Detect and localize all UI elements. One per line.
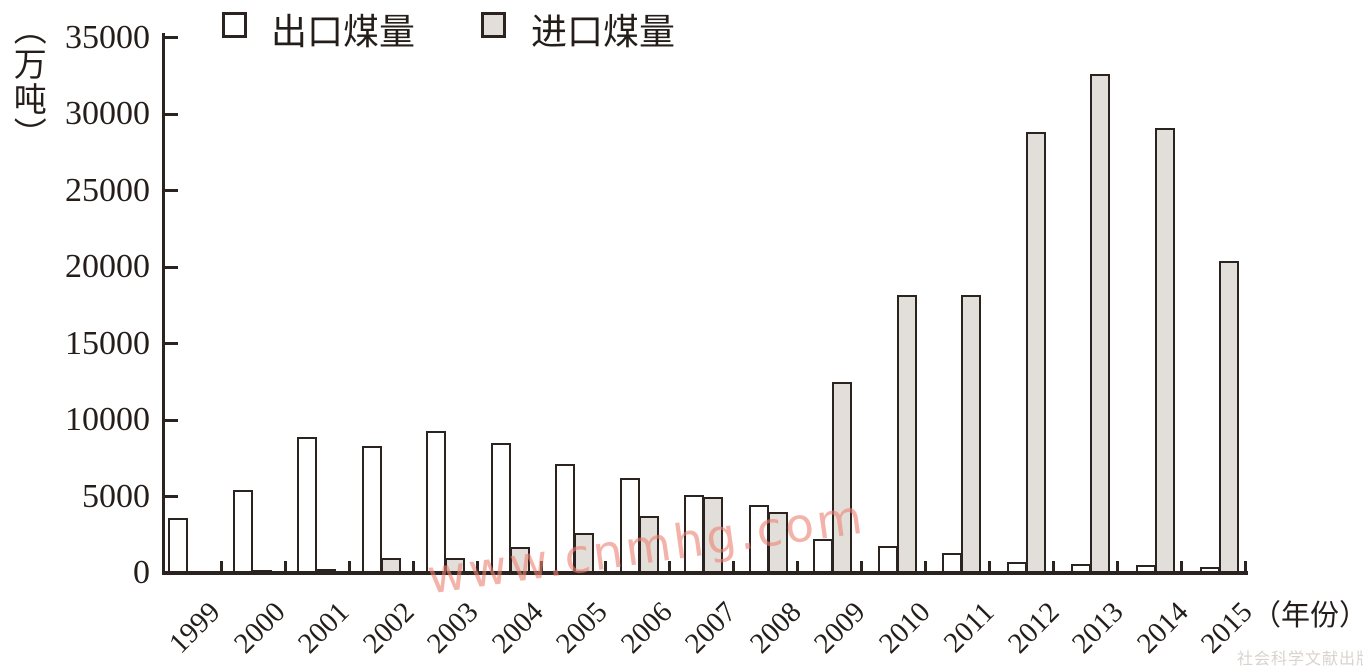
x-tick — [859, 561, 863, 571]
x-tick-label-2011: 2011 — [937, 596, 1001, 659]
y-tick-label: 25000 — [65, 171, 150, 209]
y-tick — [165, 112, 178, 116]
y-tick — [165, 418, 178, 422]
x-tick-label-2009: 2009 — [807, 596, 872, 660]
x-tick — [539, 561, 543, 571]
y-tick-label: 0 — [133, 554, 150, 591]
x-axis-unit-label: （年份） — [1252, 600, 1363, 632]
bar-export-2011 — [942, 553, 962, 573]
bar-import-2013 — [1090, 74, 1110, 573]
bar-export-2014 — [1135, 564, 1156, 573]
bar-export-1999 — [168, 517, 188, 573]
x-tick — [795, 561, 799, 571]
legend-label-export: 出口煤量 — [271, 12, 416, 52]
legend-swatch-export — [222, 12, 247, 38]
bar-import-2015 — [1219, 260, 1239, 573]
y-tick — [165, 36, 178, 39]
bar-import-2003 — [445, 557, 465, 573]
x-tick-label-2008: 2008 — [743, 596, 808, 660]
bar-import-2000 — [251, 569, 272, 574]
x-tick-label-1999: 1999 — [162, 596, 227, 660]
x-tick-label-2001: 2001 — [291, 596, 356, 660]
bar-export-2005 — [555, 464, 575, 573]
y-tick-label: 20000 — [65, 248, 150, 285]
bar-import-2011 — [961, 294, 981, 573]
y-tick — [165, 189, 178, 192]
y-axis-unit-label: （万吨） — [8, 12, 45, 152]
bar-import-2010 — [896, 294, 917, 573]
x-tick — [283, 561, 287, 571]
bar-export-2012 — [1006, 562, 1027, 573]
x-tick-label-2006: 2006 — [614, 596, 679, 660]
bar-export-2010 — [877, 546, 898, 573]
bar-export-2002 — [361, 446, 382, 573]
x-tick — [347, 561, 351, 571]
x-tick — [731, 561, 735, 571]
bar-import-2007 — [703, 497, 723, 573]
bar-import-2008 — [767, 511, 788, 573]
bar-export-2001 — [297, 436, 317, 573]
x-tick — [1051, 561, 1055, 571]
y-tick-label: 35000 — [65, 18, 150, 56]
x-tick-label-2013: 2013 — [1065, 596, 1130, 660]
x-tick — [475, 561, 479, 571]
x-tick-label-2002: 2002 — [356, 596, 421, 660]
y-tick — [165, 495, 178, 498]
x-tick — [603, 561, 607, 571]
bar-import-2005 — [574, 533, 594, 573]
bar-import-2004 — [509, 546, 530, 573]
x-tick-label-2007: 2007 — [678, 596, 743, 660]
x-tick — [987, 561, 991, 571]
x-tick-label-2012: 2012 — [1001, 596, 1066, 660]
legend-label-import: 进口煤量 — [531, 12, 676, 52]
x-tick-label-2003: 2003 — [420, 596, 485, 660]
bar-export-2013 — [1071, 563, 1091, 573]
bar-import-2002 — [380, 557, 401, 573]
legend-swatch-import — [481, 12, 506, 38]
y-tick-label: 5000 — [82, 477, 150, 515]
x-tick-label-2010: 2010 — [872, 596, 937, 660]
x-tick — [667, 561, 671, 571]
y-tick-label: 30000 — [65, 95, 150, 132]
publisher-watermark: 社会科学文献出版社 — [1237, 651, 1363, 668]
bar-export-2004 — [490, 442, 511, 573]
x-tick — [219, 561, 223, 571]
x-tick-label-2005: 2005 — [549, 596, 614, 660]
bar-export-2015 — [1200, 566, 1220, 573]
bar-import-2006 — [638, 516, 659, 573]
bar-import-2012 — [1025, 132, 1046, 573]
bar-import-2009 — [832, 381, 852, 573]
x-tick-label-2004: 2004 — [485, 596, 550, 660]
x-tick — [1179, 561, 1183, 571]
y-tick-label: 15000 — [65, 324, 150, 362]
x-tick — [411, 561, 415, 571]
x-tick — [1243, 561, 1247, 571]
x-tick — [923, 561, 927, 571]
x-axis-line — [162, 571, 1248, 575]
bar-export-2000 — [232, 490, 253, 573]
bar-export-2003 — [426, 430, 446, 573]
x-tick — [1115, 561, 1119, 571]
y-tick — [165, 265, 178, 269]
y-tick-label: 10000 — [65, 401, 150, 438]
x-tick-label-2000: 2000 — [227, 596, 292, 660]
bar-import-2014 — [1154, 127, 1175, 573]
x-tick-label-2014: 2014 — [1130, 596, 1195, 660]
y-axis-line — [162, 33, 165, 575]
bar-import-2001 — [316, 569, 336, 574]
y-tick — [165, 342, 178, 345]
